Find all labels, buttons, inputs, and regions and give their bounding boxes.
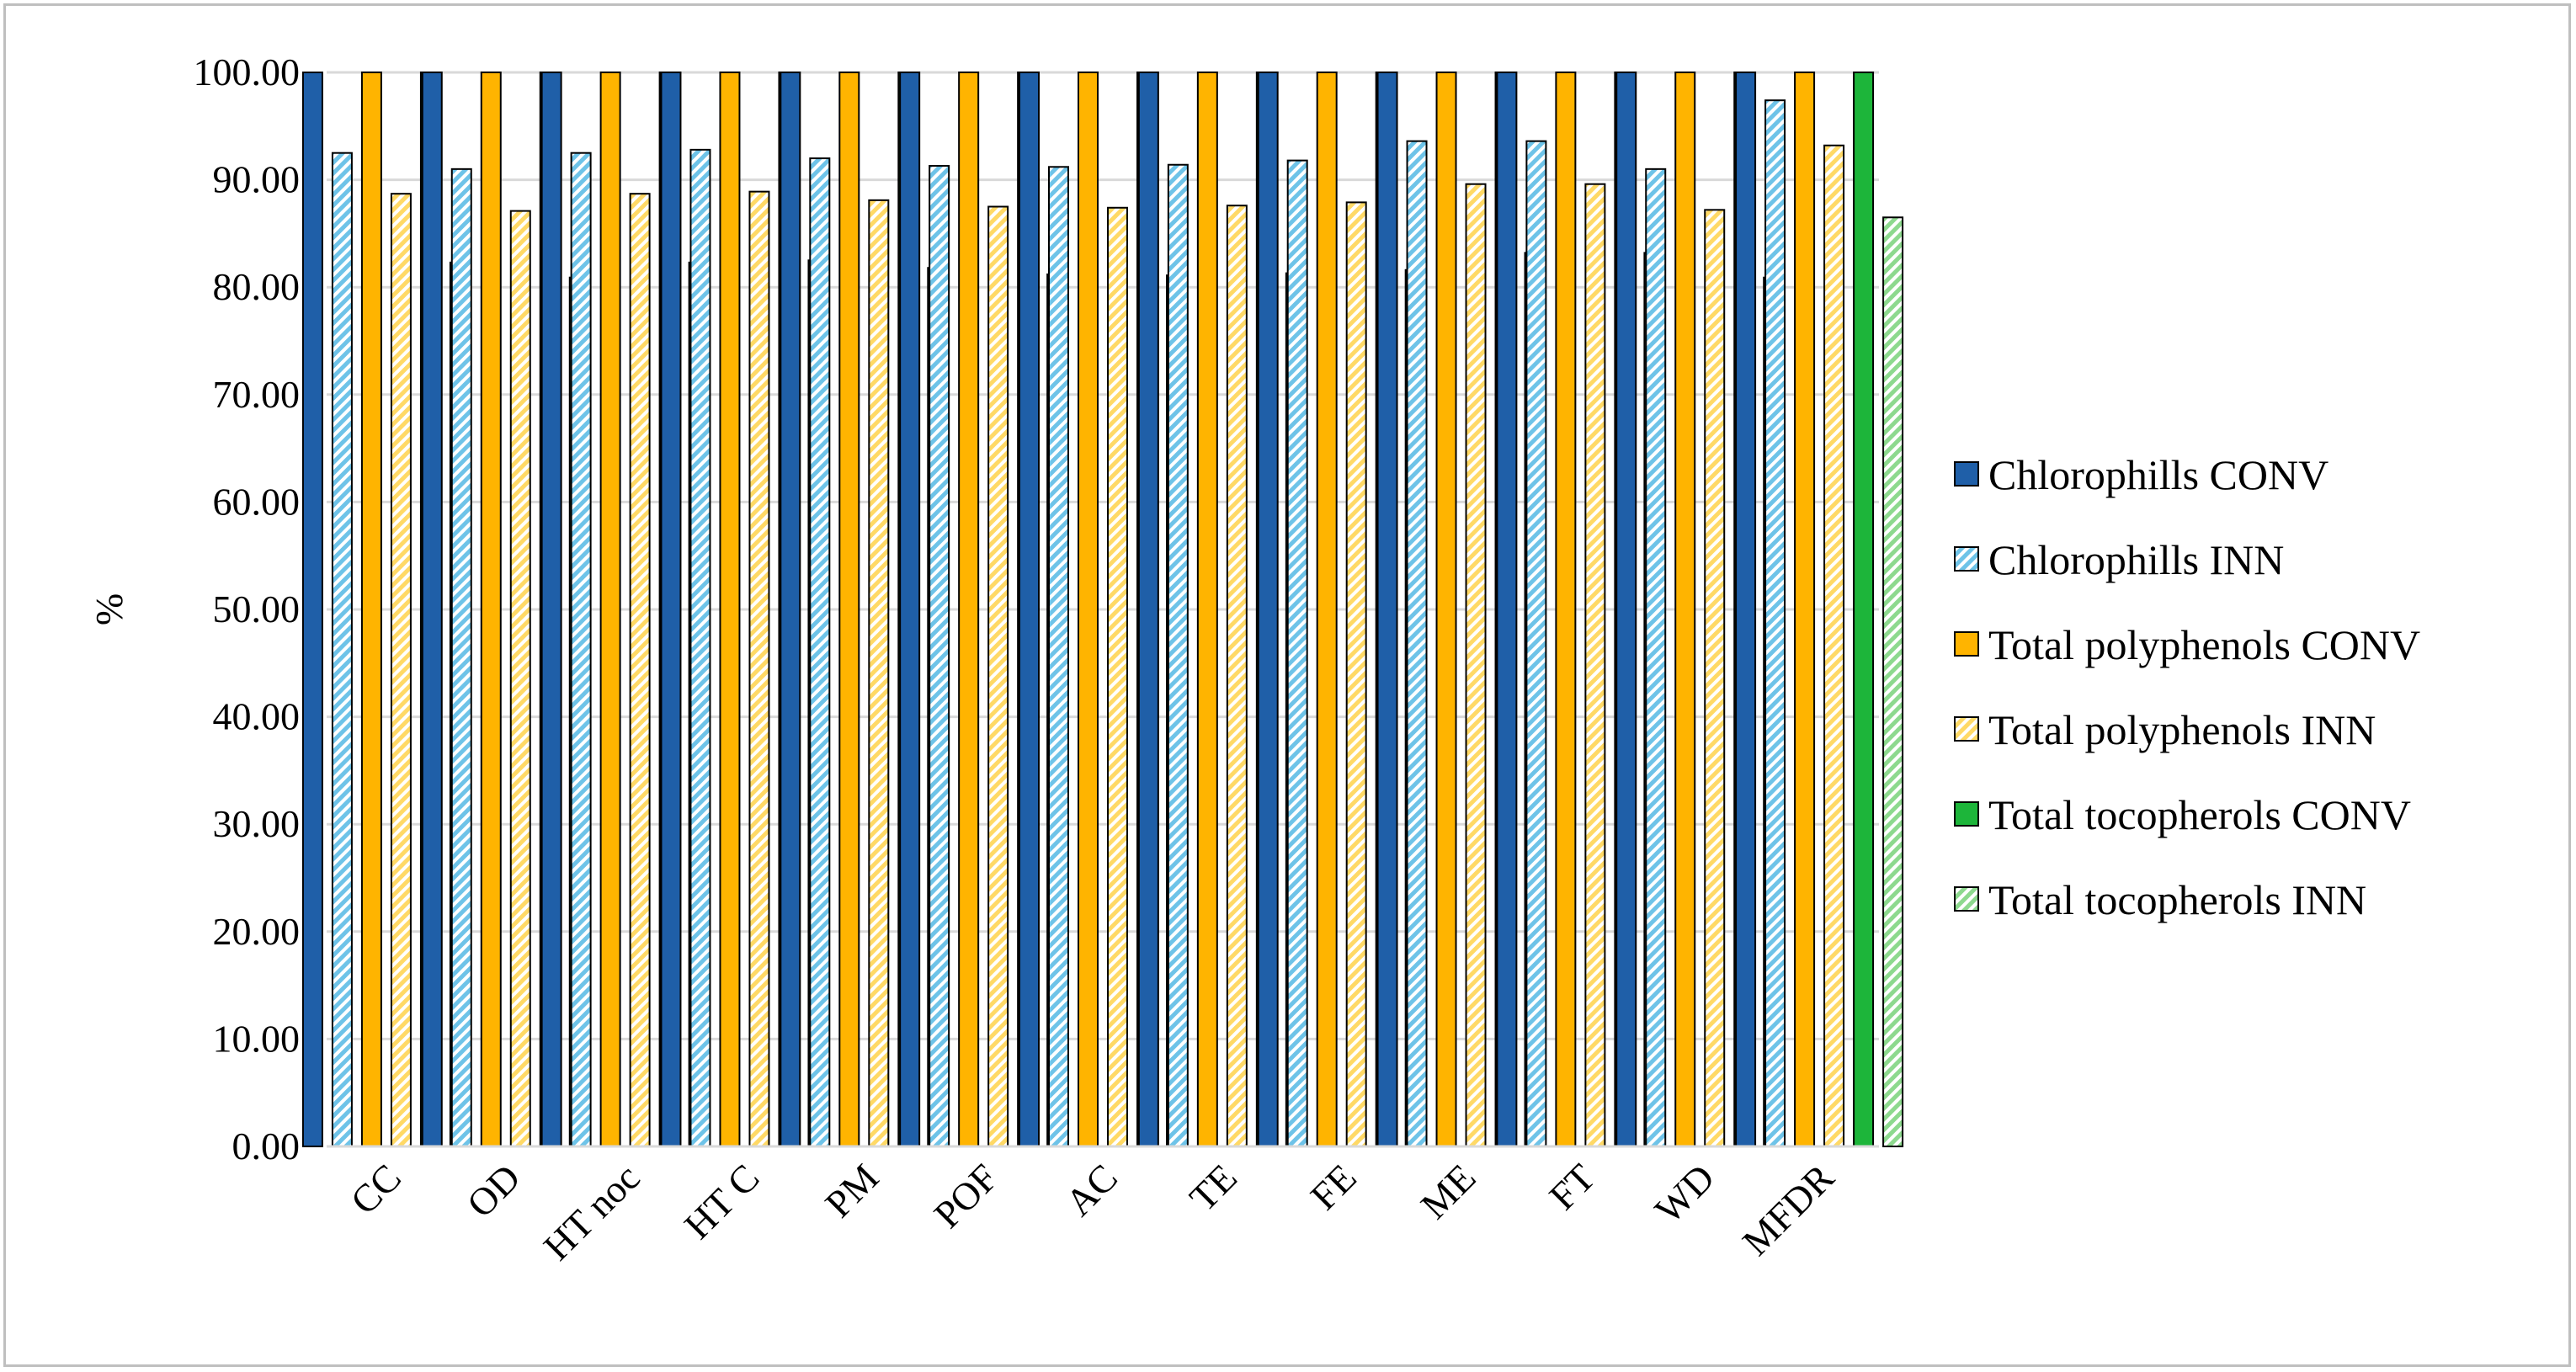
bar-total-tocopherols-conv-mfdr xyxy=(1853,72,1875,1147)
bar-total-polyphenols-inn-ht-noc xyxy=(629,193,651,1148)
bar-chlorophills-conv-ht-noc xyxy=(540,72,562,1147)
legend-label-total-tocopherols-conv: Total tocopherols CONV xyxy=(1988,791,2411,838)
bar-chlorophills-inn-cc xyxy=(331,152,353,1148)
bar-total-polyphenols-conv-wd xyxy=(1674,72,1696,1147)
x-tick-label: FT xyxy=(1541,1156,1603,1218)
legend-swatch-total-polyphenols-conv xyxy=(1954,631,1979,657)
x-tick-label: HT C xyxy=(676,1156,768,1247)
bar-total-polyphenols-conv-ac xyxy=(1078,72,1099,1147)
bar-total-polyphenols-inn-ft xyxy=(1584,183,1606,1148)
bar-total-polyphenols-conv-te xyxy=(1196,72,1218,1147)
legend-swatch-total-tocopherols-inn xyxy=(1954,886,1979,912)
chart-frame xyxy=(3,3,2571,1367)
y-axis-title: % xyxy=(88,593,130,625)
bar-total-polyphenols-inn-cc xyxy=(390,193,412,1148)
bar-chlorophills-conv-wd xyxy=(1615,72,1637,1147)
bar-total-polyphenols-inn-ac xyxy=(1107,206,1128,1147)
y-tick-label: 30.00 xyxy=(213,802,301,845)
bar-chlorophills-inn-ac xyxy=(1048,166,1069,1148)
bar-total-polyphenols-inn-od xyxy=(509,210,531,1147)
bars xyxy=(301,72,1904,1148)
bar-total-polyphenols-inn-te xyxy=(1226,205,1248,1147)
bar-total-polyphenols-inn-pm xyxy=(868,199,890,1147)
bar-chlorophills-conv-ft xyxy=(1496,72,1518,1147)
axes: % 0.00 10.00 20.00 30.00 40.00 50.00 60.00 70.0… xyxy=(88,51,1879,1268)
legend-label-total-tocopherols-inn: Total tocopherols INN xyxy=(1988,876,2366,923)
bar-total-polyphenols-inn-mfdr xyxy=(1823,144,1845,1148)
x-tick-label: OD xyxy=(459,1156,529,1226)
y-tick-label: 40.00 xyxy=(213,695,301,738)
bar-total-polyphenols-conv-mfdr xyxy=(1794,72,1816,1147)
bar-chlorophills-conv-pof xyxy=(899,72,921,1147)
bar-chlorophills-conv-me xyxy=(1376,72,1398,1147)
bar-chlorophills-inn-fe xyxy=(1286,159,1308,1148)
bar-chlorophills-inn-od xyxy=(450,168,472,1148)
y-tick-label: 70.00 xyxy=(213,373,301,416)
x-tick-label: FE xyxy=(1302,1156,1365,1218)
y-tick-label: 60.00 xyxy=(213,480,301,523)
x-tick-label: AC xyxy=(1057,1156,1126,1224)
bar-chlorophills-inn-te xyxy=(1167,163,1189,1148)
bar-chlorophills-conv-cc xyxy=(301,72,323,1147)
x-tick-label: CC xyxy=(343,1156,409,1222)
y-tick-label: 10.00 xyxy=(213,1017,301,1060)
bar-chlorophills-inn-mfdr xyxy=(1764,99,1786,1147)
bar-total-polyphenols-conv-pof xyxy=(958,72,980,1147)
bar-total-tocopherols-inn-mfdr xyxy=(1882,216,1904,1147)
bar-total-polyphenols-conv-fe xyxy=(1316,72,1338,1147)
bar-chlorophills-inn-pm xyxy=(809,157,831,1148)
legend: Chlorophills CONV Chlorophills INN Total p… xyxy=(1954,451,2420,923)
bar-total-polyphenols-inn-ht-c xyxy=(748,190,770,1148)
x-tick-label: POF xyxy=(925,1156,1006,1236)
x-tick-label: HT noc xyxy=(535,1156,648,1268)
bar-chlorophills-inn-wd xyxy=(1645,168,1667,1148)
bar-total-polyphenols-conv-ft xyxy=(1555,72,1577,1147)
bar-chlorophills-inn-me xyxy=(1406,140,1428,1148)
y-tick-label: 50.00 xyxy=(213,588,301,630)
legend-swatch-total-polyphenols-inn xyxy=(1954,716,1979,742)
bar-chlorophills-inn-ht-c xyxy=(689,148,711,1148)
bar-total-polyphenols-conv-me xyxy=(1435,72,1457,1147)
bar-chlorophills-conv-pm xyxy=(780,72,801,1147)
bar-total-polyphenols-conv-ht-c xyxy=(719,72,741,1147)
x-tick-label: MFDR xyxy=(1734,1156,1842,1263)
y-tick-label: 0.00 xyxy=(232,1125,301,1167)
bar-total-polyphenols-conv-od xyxy=(480,72,502,1147)
bar-total-polyphenols-conv-pm xyxy=(838,72,860,1147)
bar-chlorophills-inn-pof xyxy=(929,165,950,1148)
legend-label-total-polyphenols-inn: Total polyphenols INN xyxy=(1988,706,2376,753)
bar-total-polyphenols-inn-pof xyxy=(987,205,1009,1147)
legend-swatch-total-tocopherols-conv xyxy=(1954,801,1979,827)
bar-chlorophills-conv-od xyxy=(421,72,443,1147)
bar-chlorophills-inn-ft xyxy=(1525,140,1547,1148)
y-tick-label: 100.00 xyxy=(194,51,301,93)
legend-swatch-chlorophills-inn xyxy=(1954,546,1979,572)
legend-label-chlorophills-conv: Chlorophills CONV xyxy=(1988,451,2329,498)
y-tick-label: 90.00 xyxy=(213,158,301,201)
y-tick-label: 20.00 xyxy=(213,910,301,953)
x-tick-label: TE xyxy=(1181,1156,1245,1220)
bar-total-polyphenols-conv-cc xyxy=(360,72,382,1147)
bar-chlorophills-conv-fe xyxy=(1257,72,1279,1147)
x-tick-label: PM xyxy=(817,1156,886,1226)
legend-swatch-chlorophills-conv xyxy=(1954,461,1979,487)
bar-chlorophills-conv-mfdr xyxy=(1735,72,1757,1147)
bar-chlorophills-conv-te xyxy=(1137,72,1159,1147)
bar-chlorophills-inn-ht-noc xyxy=(570,152,592,1148)
bar-chlorophills-conv-ht-c xyxy=(660,72,682,1147)
legend-label-chlorophills-inn: Chlorophills INN xyxy=(1988,536,2284,583)
bar-total-polyphenols-inn-fe xyxy=(1345,201,1367,1147)
x-tick-label: WD xyxy=(1647,1156,1722,1231)
legend-label-total-polyphenols-conv: Total polyphenols CONV xyxy=(1988,621,2420,668)
y-tick-label: 80.00 xyxy=(213,265,301,308)
x-tick-label: ME xyxy=(1413,1156,1484,1227)
bar-chlorophills-conv-ac xyxy=(1019,72,1040,1147)
bar-total-polyphenols-inn-wd xyxy=(1704,209,1726,1147)
bar-total-polyphenols-conv-ht-noc xyxy=(599,72,621,1147)
bar-total-polyphenols-inn-me xyxy=(1465,183,1487,1148)
